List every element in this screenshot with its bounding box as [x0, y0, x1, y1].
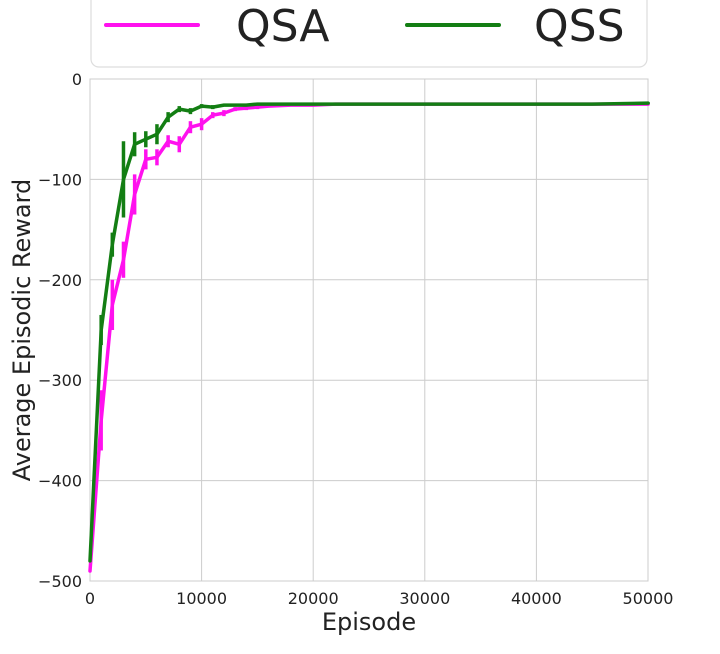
y-tick-label: −400	[38, 472, 82, 491]
y-axis-title: Average Episodic Reward	[8, 179, 36, 482]
legend-label-qss: QSS	[534, 1, 625, 52]
plot-frame	[89, 78, 649, 582]
legend-label-qsa: QSA	[236, 1, 329, 52]
x-tick-label: 40000	[511, 589, 562, 608]
series-layer	[88, 101, 650, 573]
x-tick-label: 30000	[399, 589, 450, 608]
y-tick-label: −500	[38, 572, 82, 591]
x-tick-label: 0	[85, 589, 95, 608]
y-tick-label: −200	[38, 271, 82, 290]
x-axis-title: Episode	[322, 608, 416, 636]
x-tick-label: 50000	[623, 589, 674, 608]
x-tick-label: 10000	[176, 589, 227, 608]
y-axis-ticks: −500 −400 −300 −200 −100 0	[38, 70, 82, 591]
legend-box	[90, 0, 648, 68]
legend: QSA QSS	[104, 1, 625, 52]
series-qss	[88, 101, 650, 563]
x-tick-label: 20000	[288, 589, 339, 608]
series-line-qss	[88, 101, 650, 563]
y-tick-label: −300	[38, 371, 82, 390]
y-tick-label: 0	[72, 70, 82, 89]
plot-area	[90, 79, 648, 581]
y-tick-label: −100	[38, 170, 82, 189]
x-axis-ticks: 0 10000 20000 30000 40000 50000	[85, 589, 674, 608]
